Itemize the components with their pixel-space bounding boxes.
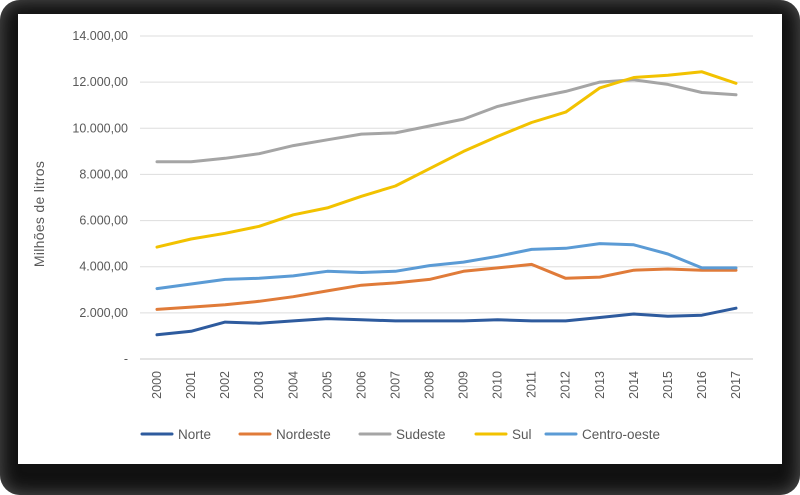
x-tick-label: 2000: [150, 371, 164, 399]
x-tick-label: 2012: [559, 371, 573, 399]
x-tick-label: 2014: [627, 371, 641, 399]
legend-label-sudeste: Sudeste: [396, 427, 446, 442]
series-line-centro-oeste: [155, 242, 738, 291]
x-tick-label: 2010: [491, 371, 505, 399]
legend-label-nordeste: Nordeste: [276, 427, 331, 442]
y-axis-ticks: - 2.000,00 4.000,00 6.000,00 8.000,00 10.000,…: [72, 29, 128, 366]
x-tick-label: 2002: [218, 371, 232, 399]
x-tick-label: 2006: [354, 371, 368, 399]
series-line-sudeste: [155, 78, 738, 164]
y-tick-label: -: [124, 352, 128, 366]
x-tick-label: 2017: [729, 371, 743, 399]
series-line-nordeste: [155, 262, 738, 311]
series-lines: [155, 70, 738, 337]
chart-panel: - 2.000,00 4.000,00 6.000,00 8.000,00 10.000,…: [18, 14, 782, 464]
y-tick-label: 2.000,00: [79, 306, 128, 320]
y-tick-label: 4.000,00: [79, 260, 128, 274]
line-chart: - 2.000,00 4.000,00 6.000,00 8.000,00 10.000,…: [31, 29, 753, 442]
legend-label-sul: Sul: [512, 427, 532, 442]
gridlines: [140, 35, 753, 360]
y-tick-label: 10.000,00: [72, 121, 128, 135]
x-tick-label: 2011: [525, 371, 539, 398]
series-line-sul: [155, 70, 738, 249]
legend: Norte Nordeste Sudeste Sul Centro-oeste: [140, 427, 660, 442]
y-tick-label: 8.000,00: [79, 167, 128, 181]
y-axis-label: Milhões de litros: [31, 161, 47, 267]
x-tick-label: 2015: [661, 371, 675, 399]
x-tick-label: 2008: [422, 371, 436, 399]
x-tick-label: 2004: [286, 371, 300, 399]
x-axis-ticks: 2000 2001 2002 2003 2004 2005 2006 2007 2008 2009…: [150, 371, 743, 399]
x-tick-label: 2009: [457, 371, 471, 399]
y-tick-label: 14.000,00: [72, 29, 128, 43]
y-tick-label: 6.000,00: [79, 214, 128, 228]
legend-label-centro-oeste: Centro-oeste: [582, 427, 660, 442]
x-tick-label: 2005: [320, 371, 334, 399]
x-tick-label: 2001: [184, 371, 198, 399]
legend-label-norte: Norte: [178, 427, 211, 442]
x-tick-label: 2016: [695, 371, 709, 399]
series-line-norte: [155, 306, 738, 337]
x-tick-label: 2013: [593, 371, 607, 399]
x-tick-label: 2003: [252, 371, 266, 399]
y-tick-label: 12.000,00: [72, 75, 128, 89]
x-tick-label: 2007: [388, 371, 402, 399]
